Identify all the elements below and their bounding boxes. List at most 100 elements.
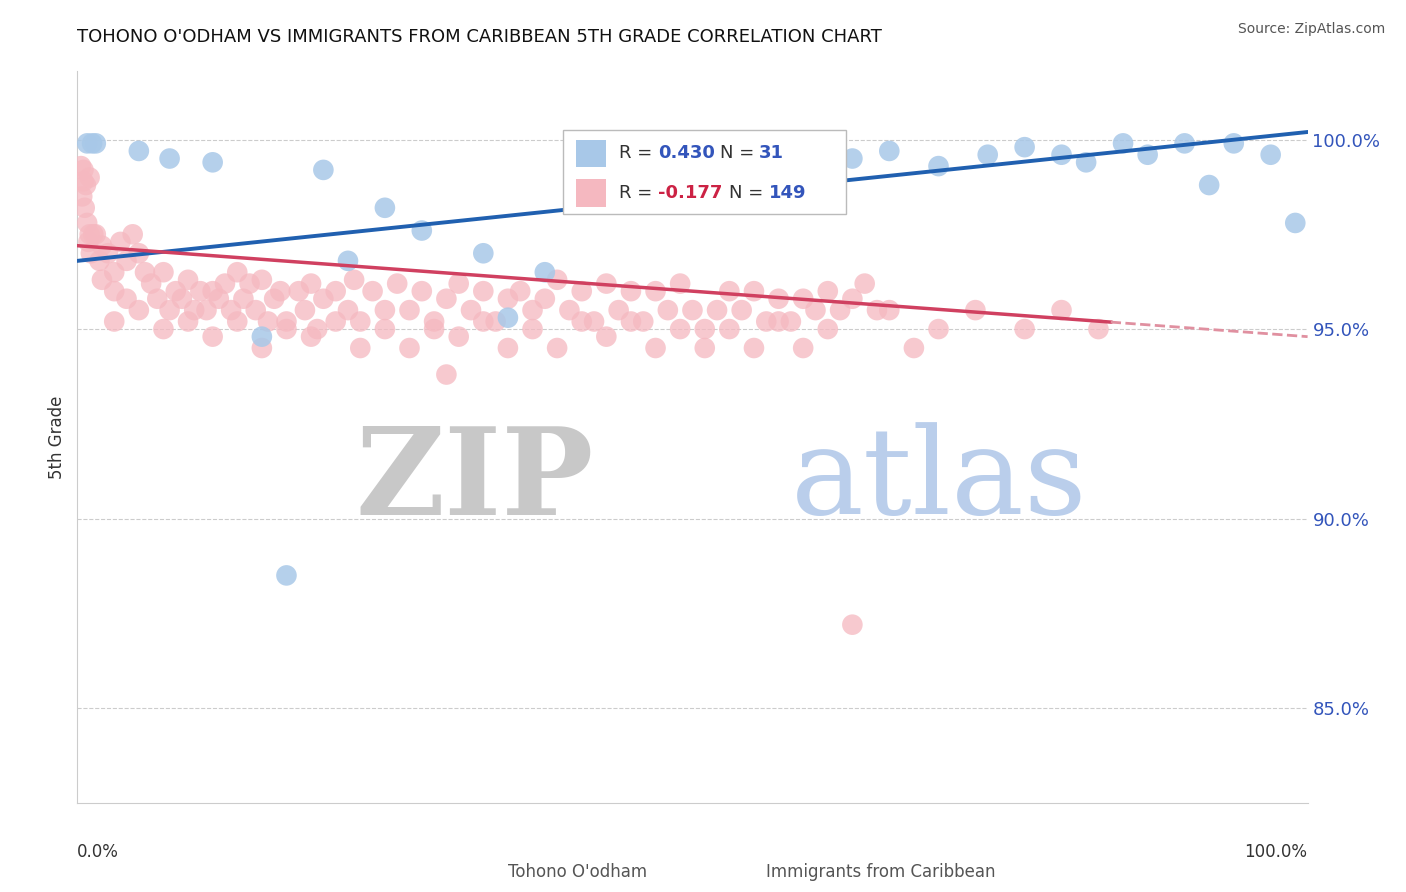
Point bbox=[75, 178, 97, 192]
Point bbox=[841, 292, 863, 306]
Point bbox=[742, 341, 765, 355]
Text: Immigrants from Caribbean: Immigrants from Caribbean bbox=[766, 863, 995, 880]
Point bbox=[1260, 147, 1282, 161]
Point bbox=[879, 303, 901, 318]
Point bbox=[361, 284, 384, 298]
Point bbox=[288, 284, 311, 298]
Point bbox=[70, 159, 93, 173]
Point bbox=[423, 314, 446, 328]
Point bbox=[250, 341, 273, 355]
Point bbox=[620, 314, 643, 328]
Point bbox=[201, 329, 224, 343]
Point bbox=[80, 246, 103, 260]
Point bbox=[337, 303, 360, 318]
Point bbox=[121, 227, 143, 242]
Point bbox=[152, 265, 174, 279]
Point bbox=[817, 322, 839, 336]
Point bbox=[73, 201, 96, 215]
Point bbox=[866, 303, 889, 318]
Point bbox=[398, 303, 420, 318]
Point bbox=[84, 136, 107, 151]
Point bbox=[276, 568, 298, 582]
Point bbox=[768, 292, 790, 306]
Point bbox=[84, 227, 107, 242]
Point bbox=[115, 253, 138, 268]
Point bbox=[682, 303, 704, 318]
Point bbox=[693, 341, 716, 355]
Point bbox=[595, 277, 617, 291]
Point bbox=[903, 341, 925, 355]
Point bbox=[299, 329, 322, 343]
FancyBboxPatch shape bbox=[477, 862, 502, 882]
Point bbox=[620, 284, 643, 298]
Point bbox=[460, 303, 482, 318]
Point bbox=[398, 341, 420, 355]
Point bbox=[657, 303, 679, 318]
FancyBboxPatch shape bbox=[575, 179, 606, 207]
Point bbox=[928, 322, 950, 336]
Point bbox=[159, 303, 181, 318]
Point bbox=[325, 284, 347, 298]
Point bbox=[583, 314, 606, 328]
Point bbox=[853, 277, 876, 291]
Point bbox=[146, 292, 169, 306]
Point bbox=[276, 322, 298, 336]
Point bbox=[250, 329, 273, 343]
Point bbox=[977, 147, 1000, 161]
Text: Source: ZipAtlas.com: Source: ZipAtlas.com bbox=[1237, 22, 1385, 37]
Point bbox=[447, 329, 470, 343]
Point bbox=[312, 162, 335, 177]
Point bbox=[965, 303, 987, 318]
Point bbox=[349, 341, 371, 355]
Point bbox=[817, 284, 839, 298]
Point bbox=[522, 322, 544, 336]
Point bbox=[534, 292, 557, 306]
Point bbox=[128, 144, 150, 158]
Point bbox=[90, 238, 114, 252]
Point bbox=[141, 277, 163, 291]
Point bbox=[201, 155, 224, 169]
Point bbox=[718, 322, 741, 336]
Point bbox=[472, 246, 495, 260]
Point bbox=[558, 303, 581, 318]
Point bbox=[1014, 322, 1036, 336]
Text: 31: 31 bbox=[759, 145, 785, 162]
Point bbox=[841, 617, 863, 632]
Point bbox=[644, 284, 666, 298]
Point bbox=[595, 329, 617, 343]
Text: 0.0%: 0.0% bbox=[77, 843, 120, 861]
Point bbox=[188, 284, 212, 298]
Point bbox=[110, 235, 132, 249]
Point bbox=[195, 303, 218, 318]
Point bbox=[841, 152, 863, 166]
Point bbox=[669, 322, 692, 336]
Point bbox=[706, 303, 728, 318]
Point bbox=[159, 152, 181, 166]
Point bbox=[742, 147, 765, 161]
Point bbox=[374, 303, 396, 318]
Point bbox=[299, 277, 322, 291]
Text: TOHONO O'ODHAM VS IMMIGRANTS FROM CARIBBEAN 5TH GRADE CORRELATION CHART: TOHONO O'ODHAM VS IMMIGRANTS FROM CARIBB… bbox=[77, 28, 882, 45]
Point bbox=[571, 314, 593, 328]
Point bbox=[239, 277, 262, 291]
Point bbox=[496, 310, 519, 325]
Text: 0.430: 0.430 bbox=[658, 145, 714, 162]
Point bbox=[214, 277, 236, 291]
Point bbox=[534, 265, 557, 279]
Point bbox=[633, 314, 655, 328]
Point bbox=[447, 277, 470, 291]
FancyBboxPatch shape bbox=[735, 862, 761, 882]
Point bbox=[485, 314, 508, 328]
Point bbox=[374, 201, 396, 215]
Point bbox=[423, 322, 446, 336]
Point bbox=[128, 303, 150, 318]
Point bbox=[385, 277, 409, 291]
Point bbox=[263, 292, 285, 306]
Point bbox=[76, 136, 98, 151]
Point bbox=[644, 341, 666, 355]
Point bbox=[269, 284, 291, 298]
Point bbox=[170, 292, 193, 306]
Point bbox=[201, 284, 224, 298]
Point bbox=[804, 303, 827, 318]
FancyBboxPatch shape bbox=[564, 130, 846, 214]
